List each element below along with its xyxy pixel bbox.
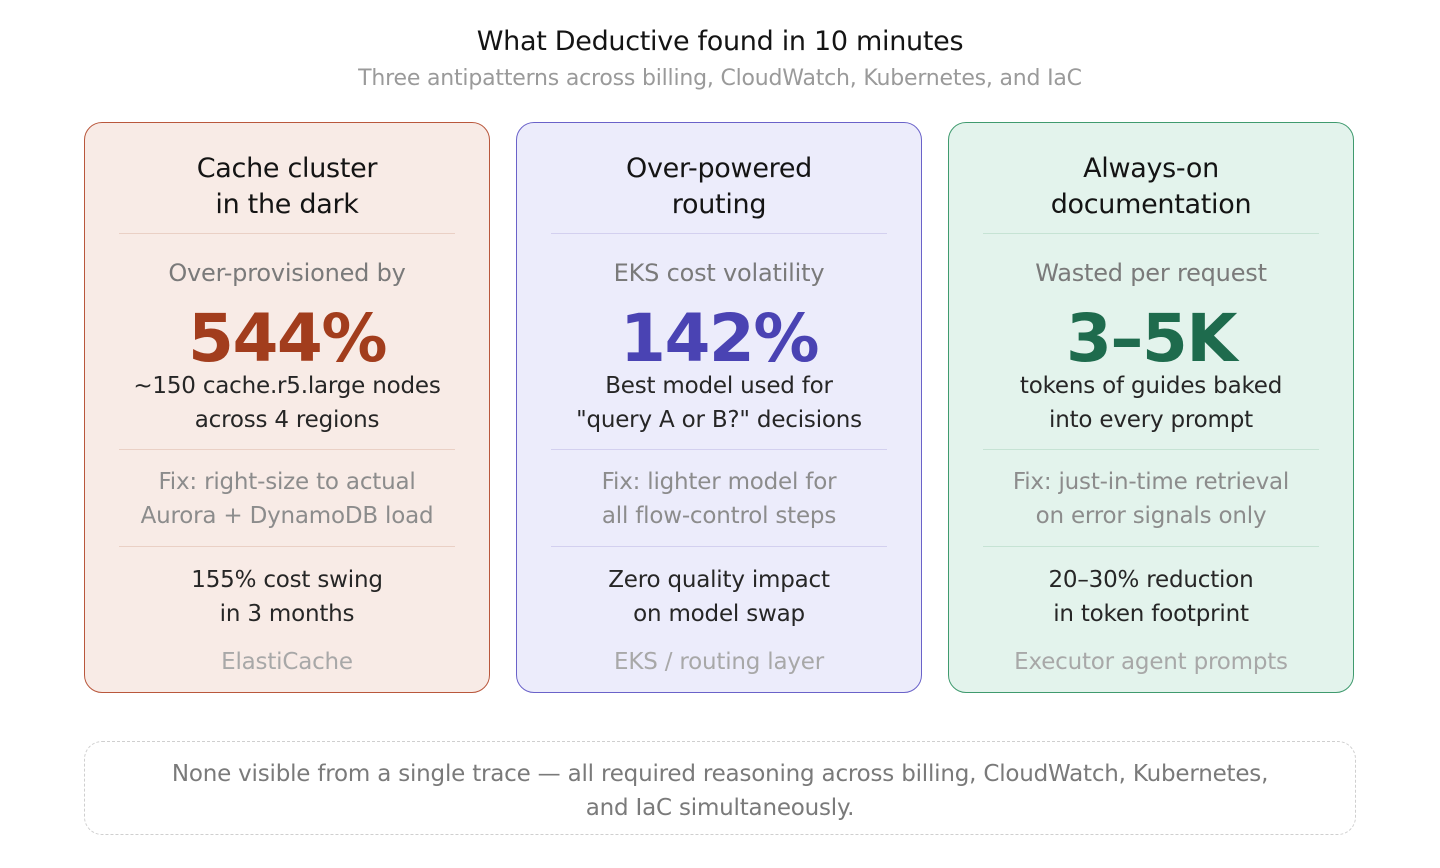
card-title-line: documentation	[1050, 189, 1252, 220]
divider	[983, 233, 1319, 234]
impact-line: on model swap	[633, 601, 805, 627]
fix-line: Fix: just-in-time retrieval	[1012, 469, 1290, 495]
metric-description-line: into every prompt	[1049, 407, 1253, 433]
divider	[983, 449, 1319, 450]
fix-text: Fix: lighter model for all flow-control …	[517, 465, 921, 533]
metric-description-line: Best model used for	[605, 373, 833, 399]
antipattern-cards: Cache cluster in the dark Over-provision…	[84, 122, 1356, 695]
service-label: ElastiCache	[221, 649, 353, 675]
metric-label: Wasted per request	[1035, 259, 1267, 287]
impact-line: Zero quality impact	[608, 567, 830, 593]
divider	[119, 449, 455, 450]
metric-description: Best model used for "query A or B?" deci…	[517, 369, 921, 437]
metric-value: 142%	[620, 300, 819, 377]
divider	[551, 233, 887, 234]
fix-line: Fix: right-size to actual	[158, 469, 416, 495]
fix-line: Aurora + DynamoDB load	[140, 503, 434, 529]
fix-text: Fix: just-in-time retrieval on error sig…	[949, 465, 1353, 533]
impact-line: in token footprint	[1053, 601, 1249, 627]
metric-description: tokens of guides baked into every prompt	[949, 369, 1353, 437]
metric-value: 544%	[188, 300, 387, 377]
page-title: What Deductive found in 10 minutes	[476, 26, 964, 57]
impact-text: 20–30% reduction in token footprint	[949, 563, 1353, 631]
impact-text: 155% cost swing in 3 months	[85, 563, 489, 631]
service-label: EKS / routing layer	[614, 649, 824, 675]
impact-line: 20–30% reduction	[1048, 567, 1254, 593]
service-label: Executor agent prompts	[1014, 649, 1288, 675]
metric-description-line: tokens of guides baked	[1019, 373, 1283, 399]
card-title-line: Cache cluster	[196, 153, 378, 184]
card-title: Cache cluster in the dark	[85, 151, 489, 223]
metric-description: ~150 cache.r5.large nodes across 4 regio…	[85, 369, 489, 437]
divider	[551, 546, 887, 547]
divider	[119, 546, 455, 547]
fix-line: all flow-control steps	[601, 503, 837, 529]
card-title-line: Always-on	[1083, 153, 1219, 184]
card-always-on-documentation: Always-on documentation Wasted per reque…	[948, 122, 1354, 693]
footer-note: None visible from a single trace — all r…	[84, 741, 1356, 835]
metric-description-line: across 4 regions	[194, 407, 380, 433]
divider	[983, 546, 1319, 547]
fix-line: Fix: lighter model for	[601, 469, 837, 495]
card-cache-cluster: Cache cluster in the dark Over-provision…	[84, 122, 490, 693]
fix-line: on error signals only	[1035, 503, 1267, 529]
divider	[551, 449, 887, 450]
card-title: Always-on documentation	[949, 151, 1353, 223]
card-title-line: in the dark	[215, 189, 359, 220]
footer-line: and IaC simultaneously.	[585, 795, 855, 821]
card-title-line: routing	[671, 189, 767, 220]
impact-line: 155% cost swing	[191, 567, 383, 593]
metric-description-line: ~150 cache.r5.large nodes	[133, 373, 441, 399]
metric-label: Over-provisioned by	[168, 259, 406, 287]
impact-text: Zero quality impact on model swap	[517, 563, 921, 631]
metric-label: EKS cost volatility	[613, 259, 825, 287]
metric-description-line: "query A or B?" decisions	[576, 407, 862, 433]
card-over-powered-routing: Over-powered routing EKS cost volatility…	[516, 122, 922, 693]
footer-line: None visible from a single trace — all r…	[171, 761, 1269, 787]
metric-value: 3–5K	[1066, 300, 1238, 377]
card-title-line: Over-powered	[626, 153, 812, 184]
page-subtitle: Three antipatterns across billing, Cloud…	[358, 66, 1082, 91]
divider	[119, 233, 455, 234]
impact-line: in 3 months	[219, 601, 355, 627]
card-title: Over-powered routing	[517, 151, 921, 223]
fix-text: Fix: right-size to actual Aurora + Dynam…	[85, 465, 489, 533]
